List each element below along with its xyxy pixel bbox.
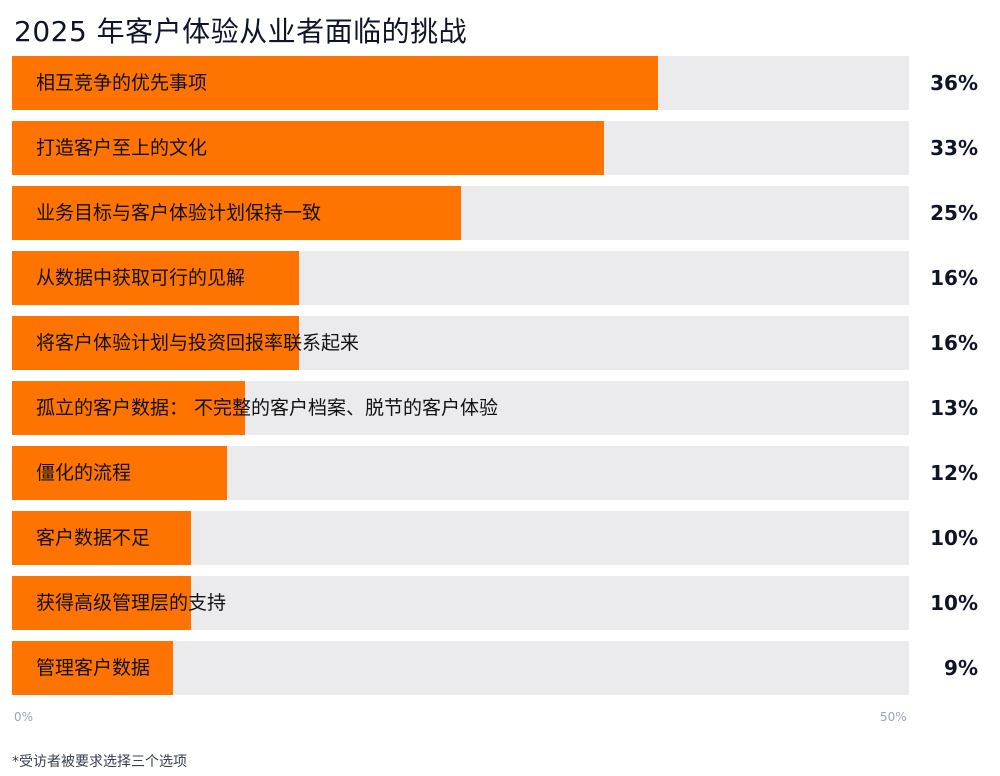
bar-label: 业务目标与客户体验计划保持一致 <box>36 202 322 224</box>
bar <box>12 186 461 240</box>
bar-label: 管理客户数据 <box>36 657 151 679</box>
value-label: 33% <box>930 136 978 160</box>
bar-chart: 0% 50% 相互竞争的优先事项 36% 打造客户至上的文化 33% 业务目标与客户体验… <box>12 56 1000 776</box>
bar-label: 相互竞争的优先事项 <box>36 72 208 94</box>
bar <box>12 576 192 630</box>
value-label: 12% <box>930 461 978 485</box>
bar <box>12 446 228 500</box>
bar-track: 僵化的流程 <box>12 446 909 500</box>
bar-label: 僵化的流程 <box>36 462 132 484</box>
value-label: 36% <box>930 71 978 95</box>
bar-label: 将客户体验计划与投资回报率联系起来 <box>36 332 360 354</box>
bar <box>12 316 300 370</box>
bar <box>12 121 605 175</box>
footnote: *受访者被要求选择三个选项 <box>12 754 187 770</box>
bar-track: 将客户体验计划与投资回报率联系起来 <box>12 316 909 370</box>
value-label: 13% <box>930 396 978 420</box>
bar-label: 从数据中获取可行的见解 <box>36 267 246 289</box>
bar <box>12 641 174 695</box>
bar-label: 孤立的客户数据： 不完整的客户档案、脱节的客户体验 <box>36 397 499 419</box>
bar <box>12 56 658 110</box>
bar-label: 获得高级管理层的支持 <box>36 592 227 614</box>
x-tick-min: 0% <box>14 710 34 724</box>
bar-track: 打造客户至上的文化 <box>12 121 909 175</box>
bar-track: 相互竞争的优先事项 <box>12 56 909 110</box>
value-label: 10% <box>930 526 978 550</box>
bar-track: 获得高级管理层的支持 <box>12 576 909 630</box>
bar <box>12 381 246 435</box>
bar-label: 客户数据不足 <box>36 527 151 549</box>
value-label: 9% <box>944 656 978 680</box>
value-label: 16% <box>930 331 978 355</box>
value-label: 10% <box>930 591 978 615</box>
chart-title: 2025 年客户体验从业者面临的挑战 <box>14 15 468 48</box>
bar <box>12 251 300 305</box>
value-label: 16% <box>930 266 978 290</box>
bar-label: 打造客户至上的文化 <box>36 137 208 159</box>
bar-track: 业务目标与客户体验计划保持一致 <box>12 186 909 240</box>
bar-track: 从数据中获取可行的见解 <box>12 251 909 305</box>
value-label: 25% <box>930 201 978 225</box>
bar-track: 孤立的客户数据： 不完整的客户档案、脱节的客户体验 <box>12 381 909 435</box>
bar-track: 客户数据不足 <box>12 511 909 565</box>
bar <box>12 511 192 565</box>
x-tick-max: 50% <box>880 710 907 724</box>
bar-track: 管理客户数据 <box>12 641 909 695</box>
